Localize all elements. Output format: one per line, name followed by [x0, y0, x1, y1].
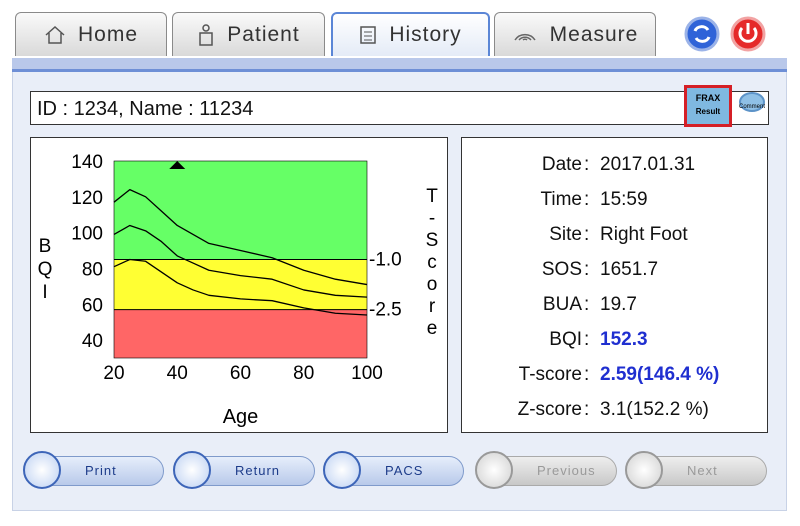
button-icon	[173, 451, 211, 489]
result-label: Z-score	[517, 399, 582, 420]
button[interactable]: PACS	[323, 451, 464, 489]
tab-history[interactable]: History	[331, 12, 490, 56]
result-label: BQI	[549, 329, 582, 350]
age-marker	[169, 161, 186, 169]
comment-icon	[739, 92, 765, 112]
result-label: SOS	[541, 259, 582, 280]
result-row: Date:2017.01.31	[462, 154, 768, 184]
y-tick-label: 120	[71, 188, 103, 209]
button[interactable]: Return	[173, 451, 315, 489]
result-label: BUA	[542, 294, 582, 315]
curve	[113, 258, 368, 316]
result-label: Time	[540, 189, 582, 210]
result-separator: :	[584, 399, 590, 420]
result-row: Site: Right Foot	[462, 224, 768, 254]
button-label: Previous	[537, 463, 596, 478]
measure-icon	[514, 33, 536, 41]
result-row: T-score:2.59(146.4 %)	[462, 364, 768, 394]
result-value: 3.1(152.2 %)	[600, 399, 709, 420]
result-value: 2.59(146.4 %)	[600, 364, 720, 385]
y2-tick-label: -1.0	[369, 250, 402, 271]
result-label: Site	[549, 224, 582, 245]
result-value: Right Foot	[600, 224, 688, 245]
tab-home[interactable]: Home	[15, 12, 167, 56]
tab-label: Home	[77, 22, 139, 46]
zone	[114, 161, 367, 260]
home-icon	[45, 25, 65, 44]
result-row: Z-score:3.1(152.2 %)	[462, 399, 768, 429]
result-separator: :	[584, 329, 590, 350]
refresh-button[interactable]	[684, 16, 720, 52]
result-separator: :	[584, 294, 590, 315]
top-icons	[684, 16, 766, 52]
result-value: 15:59	[600, 189, 648, 210]
zone	[114, 259, 367, 310]
x-tick-label: 80	[293, 363, 314, 384]
y-tick-label: 140	[71, 152, 103, 173]
curve	[113, 224, 368, 298]
results-panel: Date:2017.01.31 Time:15:59 Site: Right Foot…	[461, 137, 768, 433]
button: Next	[625, 451, 767, 489]
tab-patient[interactable]: Patient	[172, 12, 325, 56]
comment-label: Comment	[738, 104, 765, 110]
result-separator: :	[584, 259, 590, 280]
frax-line1: FRAX	[695, 93, 721, 103]
result-separator: :	[584, 224, 590, 245]
result-value: 19.7	[600, 294, 637, 315]
button-label: PACS	[385, 463, 424, 478]
tab-label: Measure	[549, 22, 639, 46]
button-label: Return	[235, 463, 281, 478]
button-label: Print	[85, 463, 117, 478]
result-separator: :	[584, 364, 590, 385]
frax-line2: Result	[695, 107, 721, 116]
plot-border	[113, 160, 368, 359]
result-label: T-score	[518, 364, 582, 385]
button-icon	[475, 451, 513, 489]
patient-line: ID : 1234, Name : 11234	[37, 98, 254, 120]
x-axis-label: Age	[223, 406, 259, 428]
history-icon	[360, 26, 377, 44]
zone	[114, 309, 367, 358]
y-axis-label: BQI	[35, 236, 56, 305]
power-button[interactable]	[730, 16, 766, 52]
button-icon	[23, 451, 61, 489]
x-tick-label: 20	[103, 363, 124, 384]
patient-icon	[199, 23, 214, 46]
chart-panel: -1.0 -2.5 40 60 80 100 120 140 20 40 60 80 100 Age BQI…	[30, 137, 448, 433]
result-separator: :	[584, 154, 590, 175]
result-value: 1651.7	[600, 259, 659, 280]
result-separator: :	[584, 189, 590, 210]
result-label: Date	[541, 154, 582, 175]
comment-button[interactable]: Comment	[734, 91, 770, 125]
y-tick-label: 60	[82, 295, 103, 316]
result-row: SOS:1651.7	[462, 259, 768, 289]
x-tick-label: 60	[230, 363, 251, 384]
tab-label: Patient	[227, 22, 300, 46]
button-label: Next	[687, 463, 718, 478]
result-value: 2017.01.31	[600, 154, 696, 175]
curve	[113, 189, 368, 286]
button[interactable]: Print	[23, 451, 164, 489]
patient-bar: ID : 1234, Name : 11234 FRAX Result Comm…	[30, 85, 770, 127]
x-tick-label: 40	[167, 363, 188, 384]
y-tick-label: 40	[82, 331, 103, 352]
x-tick-label: 100	[351, 363, 383, 384]
button-icon	[323, 451, 361, 489]
result-row: BUA:19.7	[462, 294, 768, 324]
tab-label: History	[389, 23, 462, 46]
result-row: Time:15:59	[462, 189, 768, 219]
button-icon	[625, 451, 663, 489]
frax-button[interactable]: FRAX Result	[684, 85, 732, 127]
y-tick-label: 80	[82, 259, 103, 280]
tab-strip	[12, 58, 787, 72]
result-value: 152.3	[600, 329, 648, 350]
result-row: BQI:152.3	[462, 329, 768, 359]
button: Previous	[475, 451, 617, 489]
y2-tick-label: -2.5	[369, 300, 402, 321]
y2-axis-label: T-Score	[422, 186, 443, 340]
tab-measure[interactable]: Measure	[494, 12, 656, 56]
y-tick-label: 100	[71, 224, 103, 245]
